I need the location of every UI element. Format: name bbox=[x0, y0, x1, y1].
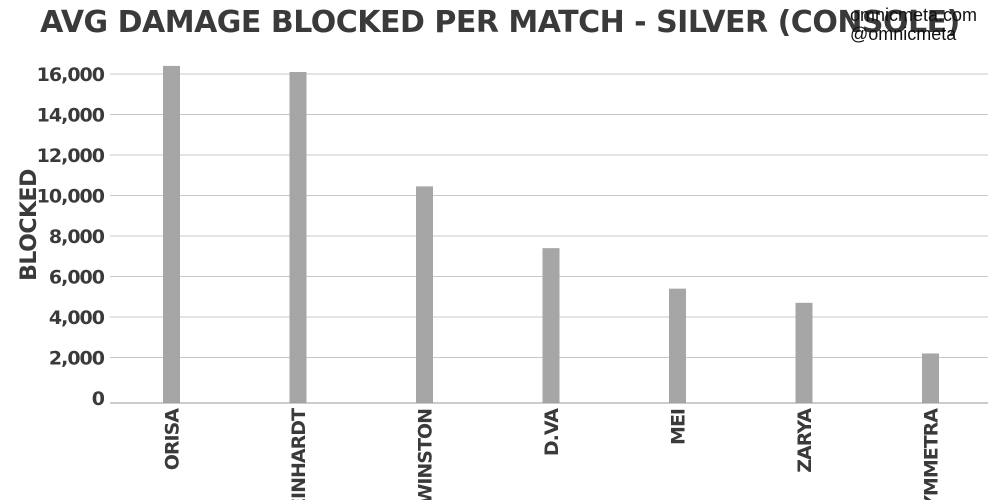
credit-site: omnicmeta.com bbox=[850, 5, 977, 25]
chart-title: AVG DAMAGE BLOCKED PER MATCH - SILVER (C… bbox=[40, 5, 960, 40]
bar-mei bbox=[669, 288, 686, 403]
x-tick-label: SYMMETRA bbox=[921, 408, 943, 500]
credit-handle: @omnicmeta bbox=[850, 24, 957, 44]
bars bbox=[163, 65, 939, 404]
y-tick-label: 8,000 bbox=[49, 226, 105, 248]
x-tick-label: REINHARDT bbox=[288, 408, 310, 500]
bar-winston bbox=[416, 186, 433, 403]
bar-reinhardt bbox=[289, 71, 307, 403]
y-tick-label: 6,000 bbox=[49, 267, 105, 289]
x-tick-label: D.VA bbox=[541, 408, 563, 456]
y-tick-label: 16,000 bbox=[37, 64, 105, 86]
y-tick-label: 4,000 bbox=[49, 307, 105, 329]
y-tick-label: 12,000 bbox=[37, 145, 105, 167]
bar-orisa bbox=[163, 65, 180, 404]
x-axis-ticks: ORISA REINHARDT WINSTON D.VA MEI ZARYA SYMMETR… bbox=[162, 408, 943, 500]
x-tick-label: MEI bbox=[668, 409, 690, 445]
y-axis-ticks: 0 2,000 4,000 6,000 8,000 10,000 12,000 14,000 1… bbox=[37, 64, 106, 410]
y-tick-label: 10,000 bbox=[37, 186, 105, 208]
y-tick-label: 2,000 bbox=[49, 348, 105, 370]
bar-dva bbox=[542, 248, 560, 403]
x-tick-label: ORISA bbox=[162, 408, 184, 471]
bar-zarya bbox=[795, 302, 813, 403]
y-axis-label: BLOCKED bbox=[17, 169, 42, 281]
x-tick-label: ZARYA bbox=[794, 408, 816, 473]
x-tick-label: WINSTON bbox=[415, 409, 437, 500]
y-tick-label: 14,000 bbox=[37, 105, 105, 127]
y-tick-label: 0 bbox=[92, 388, 105, 410]
bar-symmetra bbox=[922, 353, 939, 403]
